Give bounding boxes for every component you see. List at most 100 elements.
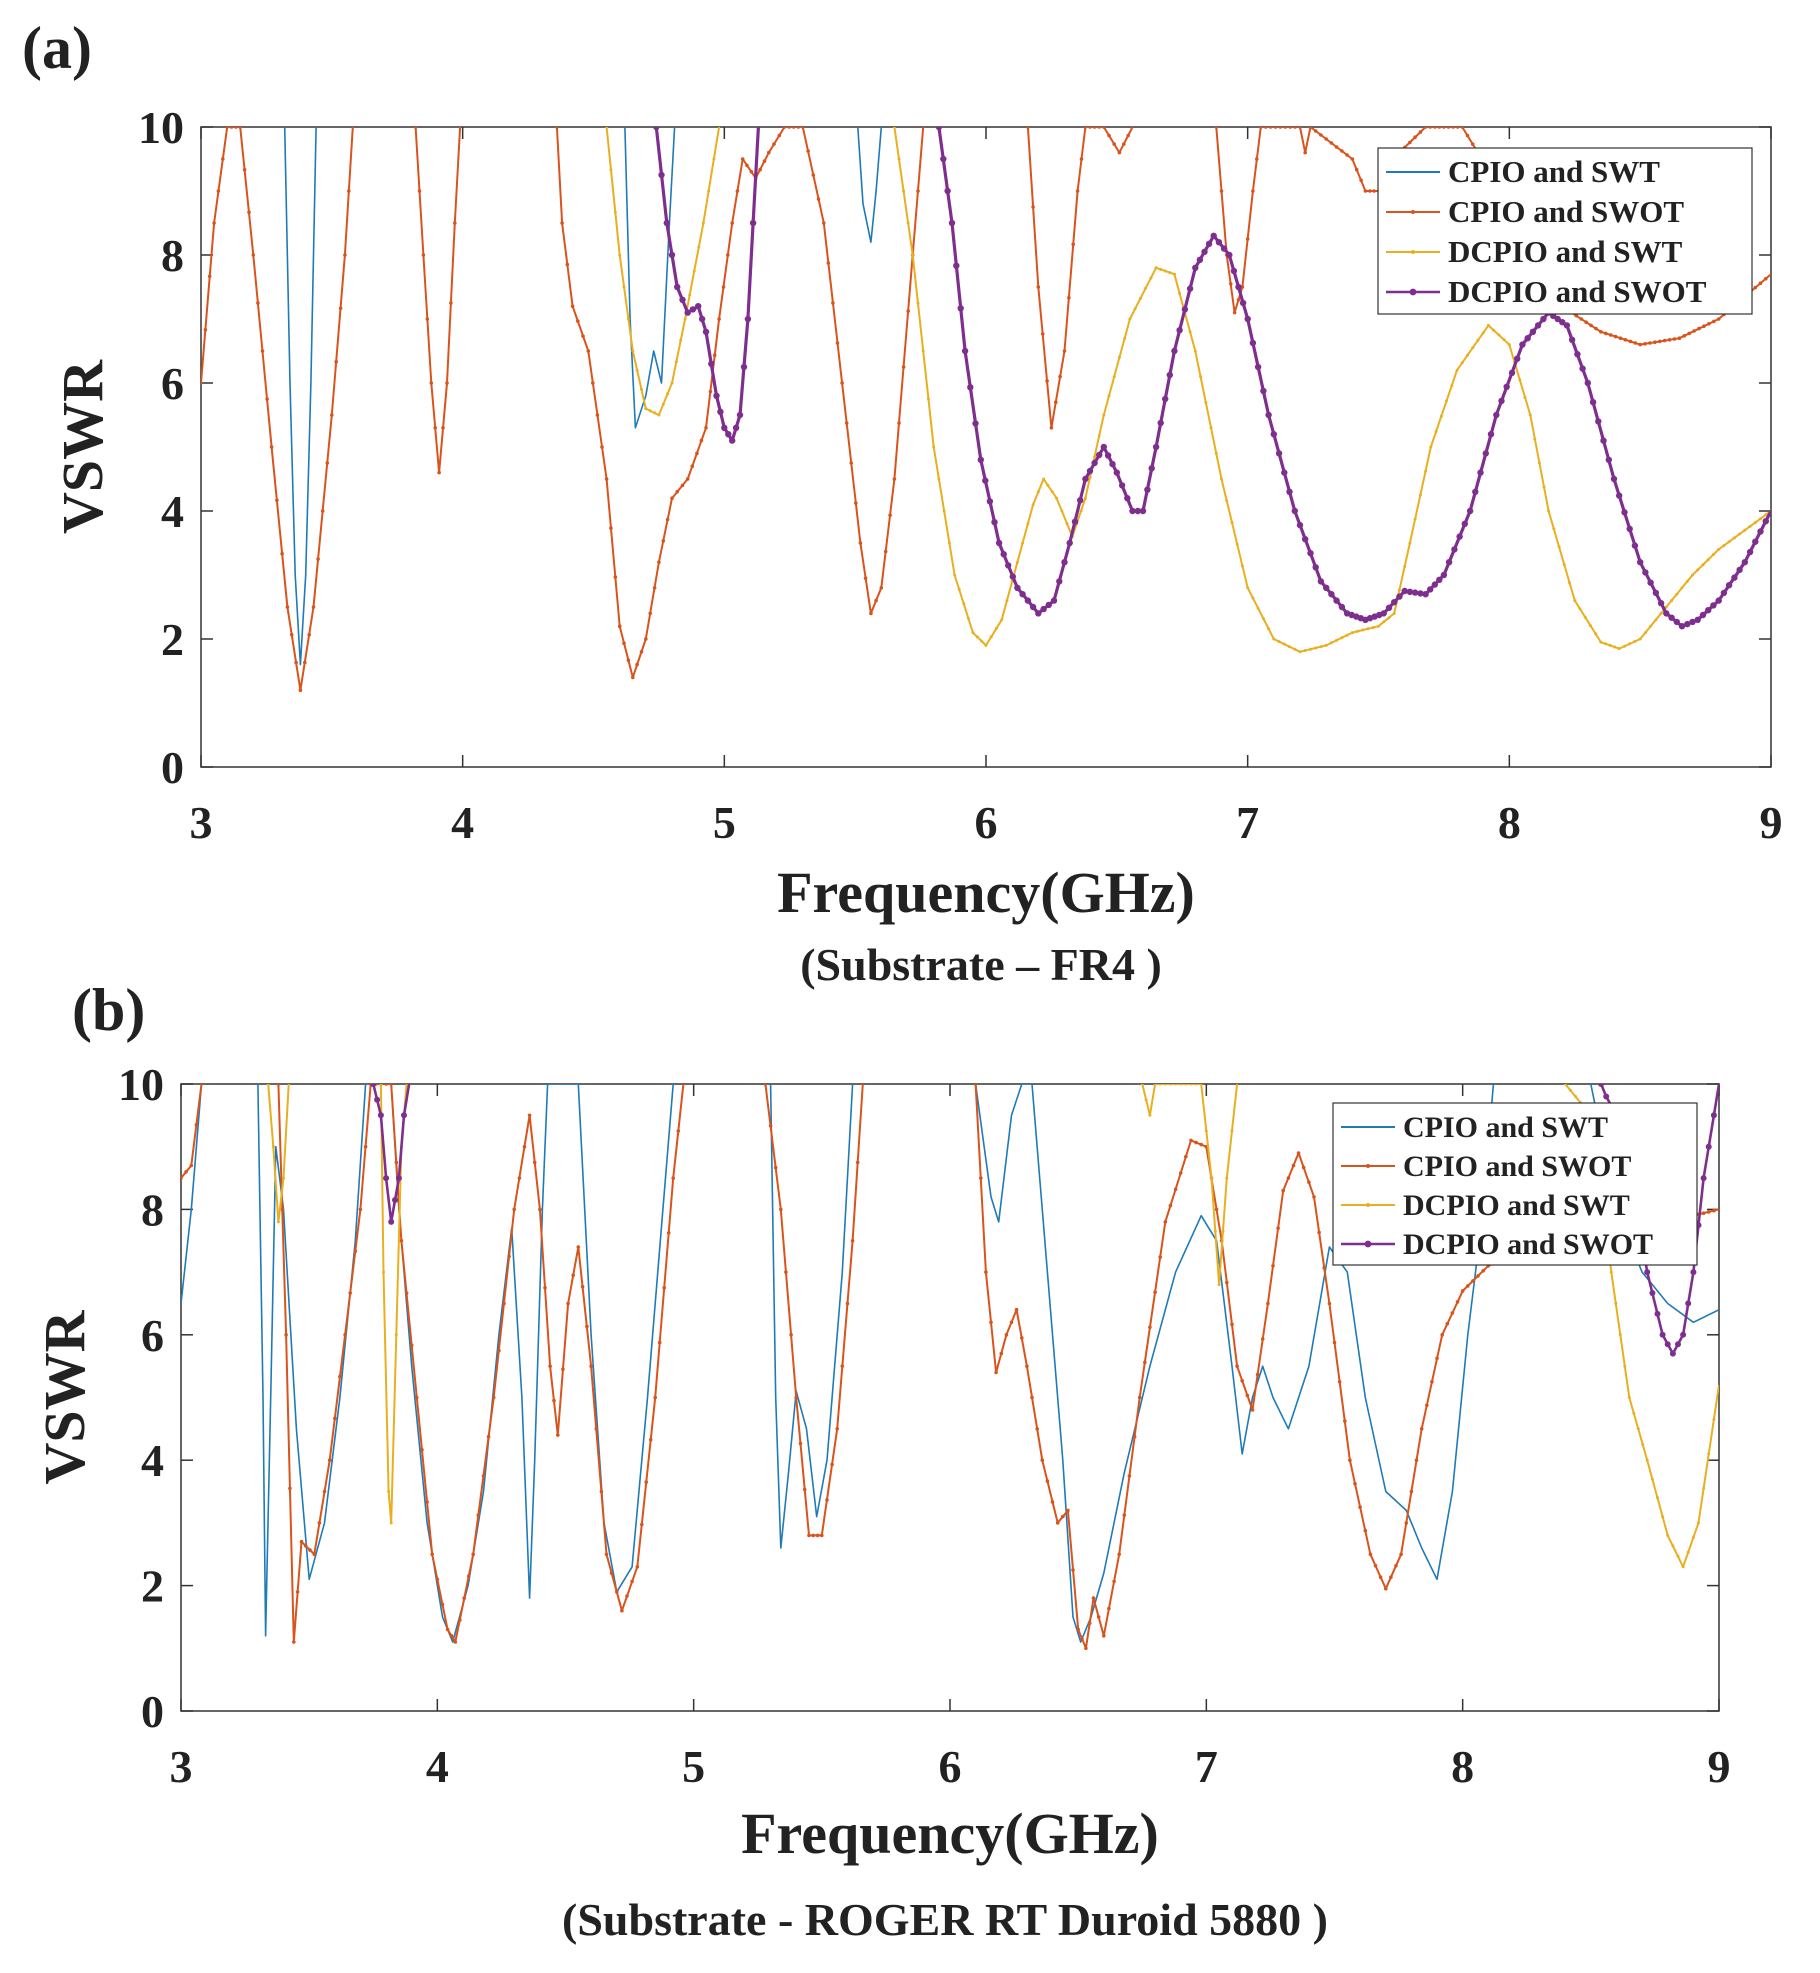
data-point-dcpio-and-swot [1644, 1269, 1651, 1276]
data-point-dcpio-and-swot [1275, 450, 1283, 457]
data-point-dcpio-and-swt [1707, 1452, 1711, 1456]
data-point-cpio-and-swot [617, 624, 622, 628]
data-point-cpio-and-swot [849, 461, 853, 465]
data-point-dcpio-and-swt [1533, 437, 1537, 441]
data-point-cpio-and-swot [782, 127, 787, 129]
data-point-dcpio-and-swot [1647, 579, 1654, 586]
data-point-cpio-and-swot [1368, 1552, 1373, 1557]
data-point-dcpio-and-swot [1396, 593, 1403, 600]
data-point-dcpio-and-swot [1338, 603, 1346, 611]
data-point-dcpio-and-swot [1664, 1341, 1671, 1348]
data-point-cpio-and-swot [527, 1113, 532, 1118]
data-point-cpio-and-swot [347, 189, 351, 193]
data-point-dcpio-and-swot [395, 1175, 402, 1182]
data-point-dcpio-and-swt [707, 189, 711, 193]
data-point-cpio-and-swot [538, 1207, 542, 1212]
data-point-dcpio-and-swt [1641, 1443, 1645, 1446]
data-point-cpio-and-swot [845, 1301, 850, 1306]
data-point-dcpio-and-swot [940, 155, 947, 163]
data-point-dcpio-and-swot [1574, 351, 1581, 358]
data-point-cpio-and-swot [307, 632, 312, 637]
data-point-cpio-and-swot [973, 1084, 978, 1086]
data-point-dcpio-and-swot [1668, 614, 1675, 621]
data-point-cpio-and-swot [1298, 127, 1302, 129]
data-point-dcpio-and-swt [966, 616, 970, 620]
data-point-dcpio-and-swt [1617, 647, 1621, 651]
data-point-dcpio-and-swot [1220, 245, 1228, 252]
data-point-cpio-and-swot [1672, 337, 1677, 341]
data-point-cpio-and-swot [1653, 340, 1657, 345]
data-point-cpio-and-swot [1219, 189, 1224, 193]
data-point-cpio-and-swot [327, 1458, 332, 1462]
data-point-cpio-and-swot [1604, 331, 1608, 336]
data-point-cpio-and-swot [999, 1351, 1004, 1356]
data-point-cpio-and-swot [1465, 133, 1470, 138]
data-point-dcpio-and-swot [392, 1197, 398, 1203]
data-point-dcpio-and-swt [1046, 483, 1050, 487]
data-point-cpio-and-swot [811, 173, 816, 177]
data-point-dcpio-and-swot [953, 262, 960, 269]
data-point-dcpio-and-swot [1461, 520, 1469, 527]
data-point-cpio-and-swot [1117, 150, 1122, 155]
legend-entry: DCPIO and SWOT [1403, 1228, 1653, 1261]
data-point-dcpio-and-swot [1705, 1143, 1712, 1150]
data-point-cpio-and-swot [594, 1427, 599, 1431]
data-point-cpio-and-swot [543, 1286, 547, 1290]
data-point-cpio-and-swot [1030, 1395, 1034, 1400]
data-point-dcpio-and-swot [991, 519, 998, 526]
data-point-dcpio-and-swot [702, 328, 710, 335]
data-point-dcpio-and-swt [1697, 1521, 1700, 1525]
x-tick-label: 3 [190, 797, 213, 848]
chart-panel-a: (a) 3 4 5 6 7 8 9 0 2 4 6 8 10 Frequency(GHz) VSWR (Subs… [22, 15, 1783, 990]
data-point-dcpio-and-swot [744, 315, 752, 323]
data-point-dcpio-and-swot [1000, 551, 1007, 558]
data-point-cpio-and-swot [657, 560, 661, 564]
data-point-cpio-and-swot [1107, 133, 1111, 138]
data-point-dcpio-and-swt [892, 127, 896, 129]
data-point-dcpio-and-swt [1645, 1458, 1649, 1462]
data-point-cpio-and-swot [1009, 1320, 1014, 1325]
data-point-cpio-and-swot [288, 1486, 292, 1491]
data-point-cpio-and-swot [1658, 339, 1662, 344]
data-point-cpio-and-swot [462, 1596, 467, 1600]
data-point-cpio-and-swot [1343, 1419, 1347, 1423]
data-point-cpio-and-swot [1045, 1479, 1050, 1483]
data-point-cpio-and-swot [984, 1270, 988, 1274]
data-point-cpio-and-swot [1276, 1226, 1280, 1230]
data-point-cpio-and-swot [620, 1608, 624, 1613]
data-point-dcpio-and-swot [957, 305, 964, 312]
data-point-dcpio-and-swt [640, 387, 643, 391]
data-point-cpio-and-swot [1251, 189, 1255, 193]
data-point-dcpio-and-swt [1140, 1084, 1144, 1086]
data-point-cpio-and-swot [740, 157, 745, 161]
data-point-dcpio-and-swt [1163, 1084, 1167, 1086]
data-point-cpio-and-swot [1184, 1154, 1188, 1159]
data-point-dcpio-and-swot [658, 171, 665, 179]
data-point-dcpio-and-swt [1221, 1229, 1225, 1233]
data-point-dcpio-and-swt [674, 360, 678, 364]
data-point-dcpio-and-swot [1152, 443, 1160, 451]
data-point-cpio-and-swot [653, 1395, 657, 1400]
legend-entry: CPIO and SWT [1403, 1111, 1608, 1144]
data-point-cpio-and-swot [1324, 137, 1328, 141]
data-point-cpio-and-swot [1293, 127, 1297, 129]
data-point-dcpio-and-swt [957, 587, 961, 591]
data-point-cpio-and-swot [363, 1144, 368, 1149]
data-point-dcpio-and-swt [1706, 558, 1710, 562]
data-point-cpio-and-swot [879, 586, 884, 590]
data-point-dcpio-and-swt [989, 635, 993, 639]
data-point-cpio-and-swot [425, 1500, 429, 1504]
data-point-dcpio-and-swt [980, 639, 984, 643]
data-point-dcpio-and-swt [1764, 513, 1768, 517]
data-point-dcpio-and-swt [1154, 266, 1158, 270]
data-point-dcpio-and-swt [932, 445, 936, 449]
data-point-dcpio-and-swot [1181, 306, 1189, 313]
data-point-cpio-and-swot [576, 1245, 581, 1249]
data-point-dcpio-and-swt [1356, 629, 1360, 633]
data-point-dcpio-and-swt [1204, 1129, 1208, 1133]
data-point-cpio-and-swot [1313, 129, 1318, 133]
data-point-cpio-and-swot [404, 1291, 409, 1295]
data-point-dcpio-and-swt [1159, 267, 1163, 271]
data-point-cpio-and-swot [1045, 379, 1049, 383]
data-point-cpio-and-swot [325, 461, 330, 465]
